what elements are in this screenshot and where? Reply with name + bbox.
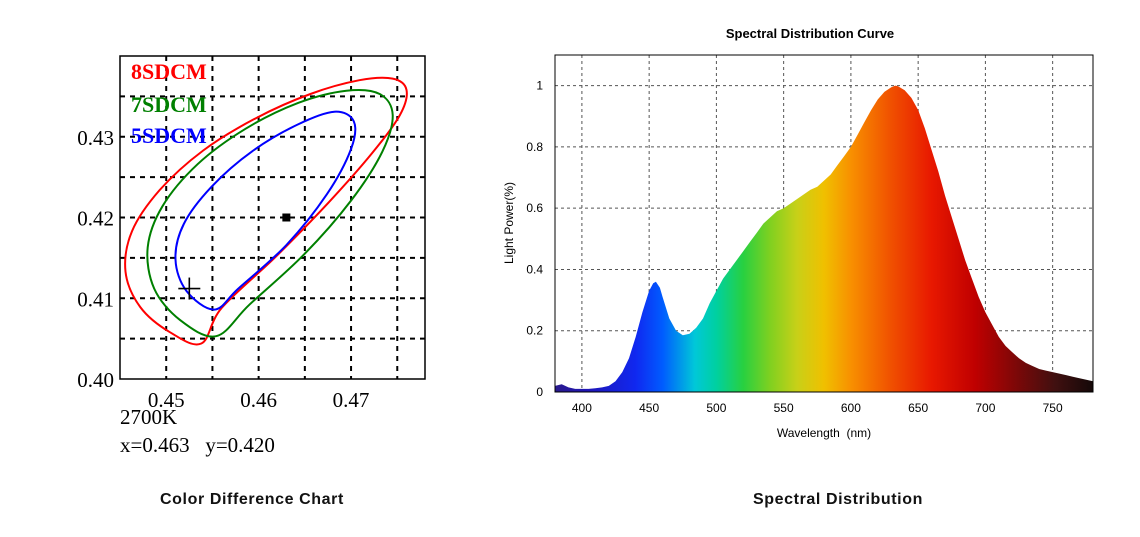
cie-y-tick-label: 0.41 <box>77 287 114 311</box>
spectral-y-tick-label: 0.4 <box>526 262 543 276</box>
xy-coordinates: x=0.463 y=0.420 <box>120 433 275 457</box>
cct-label: 2700K <box>120 405 177 429</box>
ellipse-8sdcm <box>124 76 408 346</box>
spectral-y-axis-label: Light Power(%) <box>502 182 516 264</box>
cie-points <box>178 213 291 300</box>
spectral-x-tick-labels: 400 450 500 550 600 650 700 750 <box>572 401 1063 415</box>
spectral-y-tick-label: 0.2 <box>526 324 543 338</box>
spectral-y-tick-label: 0.8 <box>526 140 543 154</box>
spectral-x-tick-label: 550 <box>774 401 794 415</box>
spectral-x-tick-label: 500 <box>706 401 726 415</box>
spectral-y-tick-label: 1 <box>536 79 543 93</box>
spectral-x-tick-label: 450 <box>639 401 659 415</box>
spectral-power-area <box>555 85 1093 392</box>
cie-x-tick-label: 0.45 <box>148 388 185 412</box>
spectral-y-tick-labels: 0 0.2 0.4 0.6 0.8 1 <box>526 79 543 399</box>
measured-point-marker <box>282 213 291 222</box>
spectral-x-tick-label: 650 <box>908 401 928 415</box>
cie-y-tick-label: 0.43 <box>77 126 114 150</box>
legend-5sdcm: 5SDCM <box>131 123 207 148</box>
spectral-x-tick-label: 600 <box>841 401 861 415</box>
spectral-y-tick-label: 0.6 <box>526 201 543 215</box>
ellipse-5sdcm <box>174 110 357 311</box>
cie-y-tick-label: 0.40 <box>77 368 114 392</box>
spectral-plot-frame <box>554 54 1094 393</box>
cie-y-tick-labels: 0.40 0.41 0.42 0.43 <box>77 126 114 392</box>
spectral-x-tick-label: 400 <box>572 401 592 415</box>
caption-spectral-distribution: Spectral Distribution <box>753 491 923 508</box>
ellipse-7sdcm <box>146 89 394 338</box>
cie-x-tick-label: 0.47 <box>333 388 370 412</box>
spectral-x-tick-label: 750 <box>1043 401 1063 415</box>
cie-x-tick-label: 0.46 <box>240 388 277 412</box>
caption-color-difference: Color Difference Chart <box>160 491 344 508</box>
spectral-title: Spectral Distribution Curve <box>726 26 894 41</box>
legend-7sdcm: 7SDCM <box>131 92 207 117</box>
cie-x-tick-labels: 0.45 0.46 0.47 <box>148 388 370 412</box>
spectral-y-tick-label: 0 <box>536 385 543 399</box>
legend-8sdcm: 8SDCM <box>131 59 207 84</box>
color-difference-chart: 0.40 0.41 0.42 0.43 0.45 0.46 0.47 8SDCM 7SDC… <box>77 55 426 457</box>
spectral-x-axis-label: Wavelength (nm) <box>777 426 871 440</box>
cie-y-tick-label: 0.42 <box>77 207 114 231</box>
spectral-distribution-chart: Spectral Distribution Curve 0 0.2 0.4 0.6 0.… <box>502 26 1094 440</box>
cie-ellipses <box>124 76 408 346</box>
spectral-x-tick-label: 700 <box>975 401 995 415</box>
